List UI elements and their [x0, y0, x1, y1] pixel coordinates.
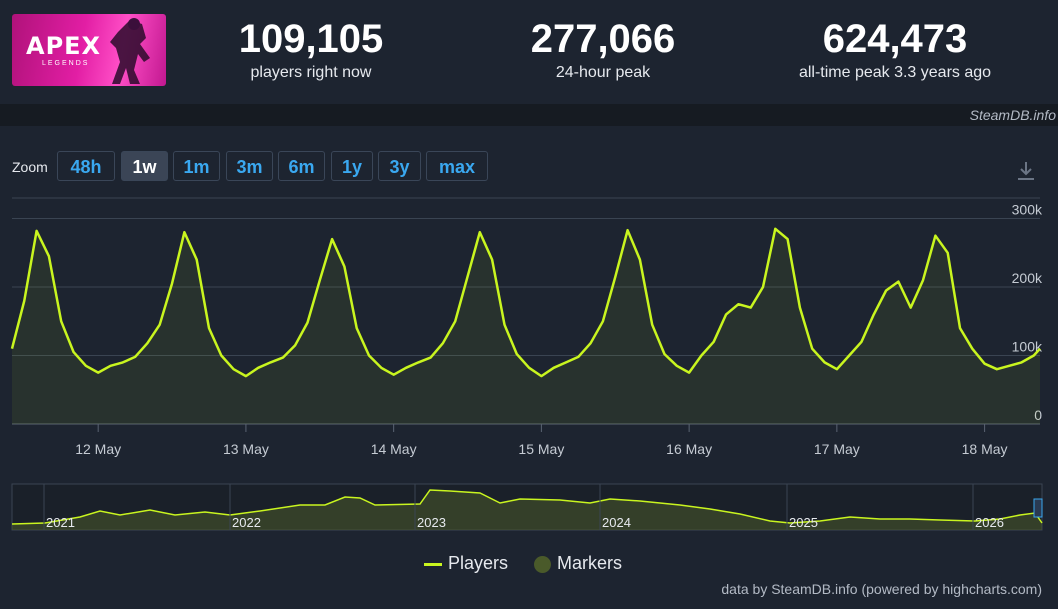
- stat-24h-peak: 277,066 24-hour peak: [473, 18, 733, 82]
- navigator-year-label: 2022: [232, 515, 261, 530]
- x-tick-label: 13 May: [223, 441, 269, 457]
- zoom-button-1y[interactable]: 1y: [331, 151, 373, 181]
- legend-line-icon: [424, 562, 442, 566]
- y-tick-label: 0: [1034, 407, 1042, 423]
- header: APEX LEGENDS 109,105 players right now 2…: [0, 0, 1058, 104]
- y-tick-label: 100k: [1012, 339, 1043, 355]
- zoom-button-1m[interactable]: 1m: [173, 151, 220, 181]
- navigator-year-label: 2021: [46, 515, 75, 530]
- logo-title: APEX: [26, 32, 102, 60]
- x-tick-label: 14 May: [371, 441, 417, 457]
- stat-label: all-time peak 3.3 years ago: [798, 64, 992, 81]
- highcharts-credit[interactable]: data by SteamDB.info (powered by highcha…: [721, 581, 1042, 597]
- zoom-button-1w[interactable]: 1w: [121, 151, 168, 181]
- zoom-label: Zoom: [12, 159, 48, 175]
- x-tick-label: 16 May: [666, 441, 712, 457]
- legend-label: Players: [448, 553, 509, 573]
- character-figure: [110, 18, 150, 84]
- navigator-year-label: 2026: [975, 515, 1004, 530]
- navigator-line: [11, 489, 1043, 525]
- stat-value: 624,473: [822, 17, 968, 61]
- x-tick-label: 15 May: [518, 441, 564, 457]
- navigator-year-label: 2024: [602, 515, 631, 530]
- x-tick-label: 12 May: [75, 441, 121, 457]
- navigator-year-label: 2023: [417, 515, 446, 530]
- zoom-button-6m[interactable]: 6m: [278, 151, 325, 181]
- navigator-handle[interactable]: [1033, 498, 1043, 518]
- legend-markers[interactable]: Markers: [534, 553, 622, 574]
- stat-label: 24-hour peak: [555, 64, 651, 81]
- legend-dot-icon: [534, 555, 551, 573]
- players-area: [12, 228, 1040, 424]
- y-tick-label: 300k: [1012, 202, 1043, 218]
- stat-current-players: 109,105 players right now: [181, 18, 441, 82]
- stat-label: players right now: [250, 64, 372, 81]
- navigator-year-label: 2025: [789, 515, 818, 530]
- zoom-button-max[interactable]: max: [426, 151, 488, 181]
- steamdb-credit-link[interactable]: SteamDB.info: [969, 107, 1056, 123]
- x-tick-label: 18 May: [962, 441, 1008, 457]
- zoom-button-3m[interactable]: 3m: [226, 151, 273, 181]
- navigator-area: [12, 490, 1042, 530]
- download-icon[interactable]: [1016, 160, 1036, 182]
- game-logo[interactable]: APEX LEGENDS: [12, 14, 166, 86]
- player-count-chart[interactable]: 0 100k 200k 300k 12 May 13 May 14 May 15 May 16 …: [0, 190, 1058, 470]
- x-tick-label: 17 May: [814, 441, 860, 457]
- y-tick-label: 200k: [1012, 270, 1043, 286]
- players-line[interactable]: [10, 227, 1041, 378]
- zoom-button-3y[interactable]: 3y: [378, 151, 421, 181]
- stat-all-time-peak: 624,473 all-time peak 3.3 years ago: [765, 18, 1025, 82]
- navigator-chart[interactable]: 2021 2022 2023 2024 2025 2026: [0, 483, 1058, 533]
- zoom-button-48h[interactable]: 48h: [57, 151, 115, 181]
- legend-label: Markers: [557, 553, 623, 573]
- stat-value: 277,066: [530, 17, 676, 61]
- logo-subtitle: LEGENDS: [42, 60, 90, 67]
- stat-value: 109,105: [238, 17, 384, 61]
- header-divider-band: [0, 104, 1058, 126]
- legend-players[interactable]: Players: [424, 553, 508, 574]
